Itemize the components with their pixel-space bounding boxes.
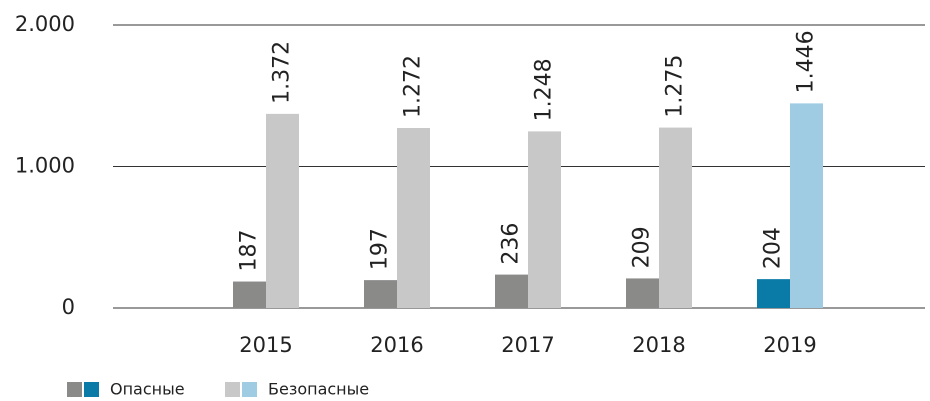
- value-label: 1.275: [663, 55, 688, 118]
- bar: [397, 128, 430, 308]
- bar: [757, 279, 790, 308]
- bar: [626, 278, 659, 308]
- x-tick-label: 2015: [239, 333, 292, 357]
- value-label: 1.248: [532, 58, 557, 121]
- value-label: 1.372: [270, 41, 295, 104]
- legend-swatch: [225, 382, 240, 397]
- bar: [495, 274, 528, 308]
- x-tick-label: 2016: [370, 333, 423, 357]
- legend-label: Опасные: [110, 380, 185, 399]
- y-tick-label: 2.000: [15, 12, 75, 36]
- bar: [233, 281, 266, 308]
- bar: [528, 131, 561, 308]
- legend-swatch: [242, 382, 257, 397]
- x-tick-label: 2019: [763, 333, 816, 357]
- bar: [790, 103, 823, 309]
- value-label: 187: [237, 230, 262, 272]
- y-tick-label: 0: [62, 295, 75, 319]
- value-label: 236: [499, 223, 524, 265]
- bar: [659, 127, 692, 309]
- value-label: 209: [630, 226, 655, 268]
- y-tick-label: 1.000: [15, 154, 75, 178]
- value-label: 1.446: [794, 30, 819, 93]
- value-label: 197: [368, 228, 393, 270]
- legend-label: Безопасные: [268, 380, 369, 399]
- value-label: 1.272: [401, 55, 426, 118]
- bar: [364, 280, 397, 308]
- x-tick-label: 2018: [632, 333, 685, 357]
- legend-swatch: [84, 382, 99, 397]
- legend-swatch: [67, 382, 82, 397]
- value-label: 204: [761, 227, 786, 269]
- x-tick-label: 2017: [501, 333, 554, 357]
- bar: [266, 113, 299, 308]
